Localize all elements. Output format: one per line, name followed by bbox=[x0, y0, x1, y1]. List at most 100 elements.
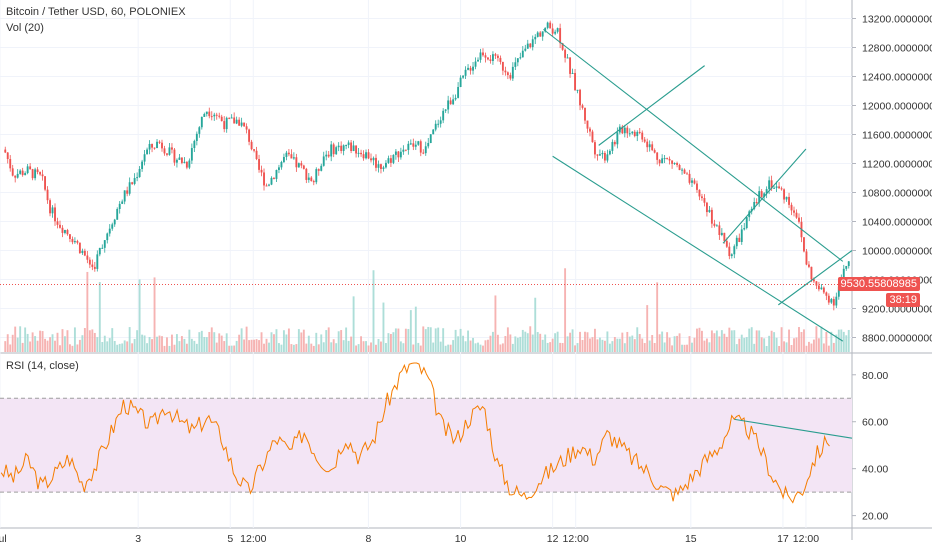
volume-bar bbox=[148, 337, 151, 352]
volume-bar bbox=[643, 343, 646, 352]
candle-body bbox=[628, 133, 631, 135]
candle-body bbox=[141, 161, 144, 170]
candle-body bbox=[235, 119, 238, 124]
volume-bar bbox=[514, 336, 517, 352]
volume-bar bbox=[586, 332, 589, 352]
volume-bar bbox=[444, 345, 447, 352]
candle-body bbox=[596, 154, 599, 156]
candle-body bbox=[658, 159, 661, 164]
candle-body bbox=[434, 123, 437, 130]
candle-body bbox=[698, 189, 701, 197]
volume-bar bbox=[494, 295, 497, 352]
candle-body bbox=[290, 154, 293, 159]
trend-line bbox=[777, 250, 853, 306]
price-tick-label: 8800.00000000 bbox=[862, 333, 932, 345]
candle-body bbox=[402, 149, 405, 152]
candle-body bbox=[101, 247, 104, 249]
candle-body bbox=[785, 196, 788, 200]
volume-bar bbox=[414, 306, 417, 352]
candle-body bbox=[404, 149, 407, 151]
candle-body bbox=[86, 255, 89, 260]
volume-bar bbox=[133, 338, 136, 352]
volume-bar bbox=[574, 345, 576, 352]
candle-body bbox=[161, 142, 163, 149]
volume-bar bbox=[352, 296, 355, 352]
candle-body bbox=[457, 86, 460, 98]
candle-body bbox=[551, 28, 554, 34]
volume-bar bbox=[26, 333, 29, 352]
rsi-tick-label: 80.00 bbox=[862, 370, 888, 382]
volume-bar bbox=[327, 327, 330, 352]
volume-bar bbox=[404, 328, 407, 352]
candle-body bbox=[330, 144, 333, 157]
candle-body bbox=[76, 241, 79, 243]
volume-bar bbox=[49, 337, 51, 352]
candle-body bbox=[686, 173, 688, 175]
volume-bar bbox=[817, 338, 820, 352]
volume-bar bbox=[220, 335, 223, 352]
volume-bar bbox=[64, 336, 66, 352]
volume-bar bbox=[800, 332, 803, 352]
candle-body bbox=[253, 149, 256, 151]
rsi-line bbox=[0, 362, 830, 504]
volume-bar bbox=[273, 334, 275, 352]
volume-bar bbox=[628, 336, 631, 352]
candle-body bbox=[798, 217, 800, 222]
volume-bar bbox=[66, 330, 69, 352]
rsi-axis[interactable]: 80.00 60.00 40.00 20.00 bbox=[852, 370, 888, 523]
volume-bar bbox=[143, 335, 146, 352]
rsi-pane bbox=[0, 362, 853, 504]
candle-body bbox=[340, 145, 343, 151]
candle-body bbox=[765, 189, 768, 194]
candle-body bbox=[93, 266, 96, 269]
volume-bar bbox=[367, 345, 370, 352]
candle-body bbox=[258, 159, 260, 170]
candle-body bbox=[710, 209, 713, 224]
candle-body bbox=[681, 169, 683, 171]
candle-body bbox=[499, 57, 502, 62]
volume-bar bbox=[429, 327, 432, 352]
candle-body bbox=[375, 157, 377, 168]
volume-bar bbox=[541, 339, 544, 352]
candle-body bbox=[394, 151, 397, 155]
volume-bar bbox=[76, 344, 79, 352]
candle-body bbox=[504, 70, 507, 73]
volume-bar bbox=[496, 334, 499, 352]
volume-bar bbox=[310, 343, 313, 352]
candle-body bbox=[126, 190, 129, 194]
volume-bar bbox=[305, 343, 308, 352]
candle-body bbox=[469, 67, 472, 71]
volume-bar bbox=[268, 342, 270, 352]
volume-bar bbox=[745, 337, 748, 352]
candle-body bbox=[350, 142, 353, 152]
candle-body bbox=[64, 230, 66, 233]
volume-bar bbox=[728, 327, 731, 352]
volume-bar bbox=[556, 331, 559, 352]
volume-bar bbox=[297, 329, 300, 352]
candle-body bbox=[66, 230, 69, 235]
candle-body bbox=[133, 178, 136, 184]
volume-bar bbox=[263, 343, 265, 352]
candle-body bbox=[345, 145, 348, 147]
volume-bar bbox=[258, 340, 260, 352]
volume-bar bbox=[658, 334, 661, 352]
candle-body bbox=[544, 27, 547, 32]
time-axis[interactable]: Jul 3 5 12:00 8 10 12 12:00 15 17 12:00 bbox=[0, 533, 819, 545]
candle-body bbox=[810, 266, 813, 280]
volume-bar bbox=[491, 331, 494, 352]
candle-body bbox=[666, 158, 669, 160]
candle-body bbox=[501, 61, 504, 71]
candle-body bbox=[305, 168, 308, 180]
candle-body bbox=[484, 55, 487, 58]
volume-bar bbox=[195, 343, 198, 352]
candle-body bbox=[556, 28, 559, 32]
candle-body bbox=[24, 173, 27, 176]
candle-body bbox=[148, 143, 151, 150]
volume-bar bbox=[322, 342, 325, 352]
volume-bar bbox=[763, 338, 766, 352]
candle-body bbox=[429, 134, 432, 144]
candle-body bbox=[98, 247, 101, 255]
candle-body bbox=[514, 62, 517, 67]
candle-body bbox=[295, 157, 298, 168]
candle-body bbox=[763, 193, 766, 197]
